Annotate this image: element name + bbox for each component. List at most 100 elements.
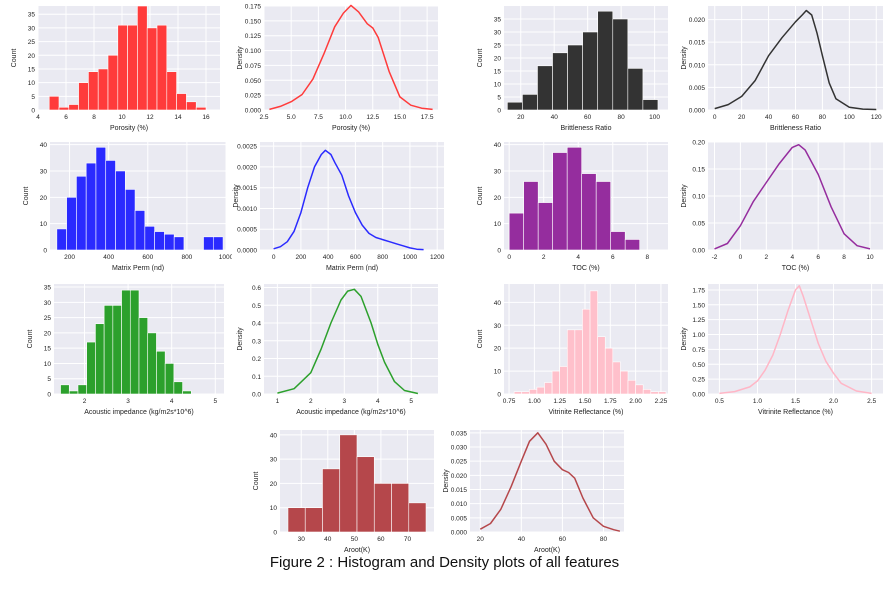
y-tick-label: 35 <box>494 17 502 24</box>
histogram-bar <box>95 146 107 251</box>
y-tick-label: 0.025 <box>451 459 468 466</box>
x-tick-label: 7.5 <box>314 114 323 121</box>
y-tick-label: 0.175 <box>245 4 262 11</box>
y-axis-label: Count <box>477 49 484 68</box>
x-tick-label: 60 <box>792 114 800 121</box>
y-tick-label: 0.05 <box>692 221 705 228</box>
histogram-bar <box>507 101 523 111</box>
x-tick-label: 60 <box>559 536 567 543</box>
x-tick-label: 1.50 <box>579 398 592 405</box>
histogram-bar <box>551 370 560 395</box>
x-tick-label: 14 <box>174 114 182 121</box>
histogram-bar <box>107 54 119 111</box>
x-tick-label: 1 <box>276 398 280 405</box>
y-tick-label: 0.0 <box>252 392 261 399</box>
histogram-bar <box>77 384 87 395</box>
x-tick-label: 0 <box>713 114 717 121</box>
x-tick-label: 80 <box>819 114 827 121</box>
histogram-bar <box>154 231 165 251</box>
histogram-bar <box>508 212 524 251</box>
x-axis-label: Acoustic impedance (kg/m2s*10^6) <box>84 409 194 416</box>
histogram-bar <box>373 483 392 533</box>
x-tick-label: 80 <box>618 114 626 121</box>
x-tick-label: 60 <box>584 114 592 121</box>
histogram-bar <box>173 381 183 395</box>
x-tick-label: 4 <box>170 398 174 405</box>
x-tick-label: 12 <box>146 114 154 121</box>
x-tick-label: 1000 <box>403 254 418 261</box>
x-tick-label: 4 <box>576 254 580 261</box>
y-tick-label: 10 <box>494 82 502 89</box>
y-axis-label: Count <box>477 187 484 206</box>
y-tick-label: 40 <box>40 142 48 149</box>
histogram-bar <box>68 390 79 395</box>
y-tick-label: 25 <box>44 315 52 322</box>
y-axis-label: Density <box>237 46 244 70</box>
y-tick-label: 30 <box>494 30 502 37</box>
x-tick-label: 80 <box>600 536 608 543</box>
histogram-bar <box>610 231 626 251</box>
y-tick-label: 0.035 <box>451 430 468 437</box>
histogram-bar <box>627 68 644 111</box>
histogram-bar <box>582 308 591 395</box>
x-tick-label: 6 <box>64 114 68 121</box>
y-tick-label: 0.075 <box>245 63 262 70</box>
histogram-bar <box>137 5 148 111</box>
histogram-bar <box>589 290 598 395</box>
histogram-bar <box>566 329 576 395</box>
histogram-bar <box>95 323 105 395</box>
y-tick-label: 10 <box>270 505 278 512</box>
histogram-bar <box>624 239 640 251</box>
y-axis-label: Count <box>11 49 18 68</box>
y-tick-label: 30 <box>28 25 36 32</box>
histogram-bar <box>597 336 606 395</box>
y-tick-label: 0.0005 <box>237 227 257 234</box>
histogram-bar <box>339 434 358 533</box>
y-tick-label: 0.0000 <box>237 248 257 255</box>
x-tick-label: 12.5 <box>366 114 379 121</box>
y-tick-label: 40 <box>494 142 502 149</box>
y-tick-label: 0.150 <box>245 18 262 25</box>
y-tick-label: 5 <box>47 376 51 383</box>
y-tick-label: 0.125 <box>245 33 262 40</box>
x-tick-label: 20 <box>517 114 525 121</box>
y-axis-label: Density <box>237 327 244 351</box>
x-tick-label: 1200 <box>430 254 445 261</box>
histogram-bar <box>146 27 158 111</box>
y-tick-label: 20 <box>494 56 502 63</box>
plot-area <box>260 142 444 250</box>
x-axis-label: Vitrinite Reflectance (%) <box>549 409 624 416</box>
x-tick-label: 10 <box>866 254 874 261</box>
x-tick-label: 60 <box>377 536 385 543</box>
histogram-bar <box>134 210 146 251</box>
x-tick-label: 200 <box>295 254 306 261</box>
y-tick-label: 5 <box>31 94 35 101</box>
x-tick-label: 4 <box>790 254 794 261</box>
y-tick-label: 0.020 <box>689 17 706 24</box>
x-tick-label: 20 <box>738 114 746 121</box>
y-tick-label: 20 <box>28 53 36 60</box>
y-tick-label: 10 <box>44 361 52 368</box>
x-tick-label: 5 <box>213 398 217 405</box>
y-tick-label: 0.15 <box>692 167 705 174</box>
x-tick-label: 400 <box>323 254 334 261</box>
x-tick-label: 2 <box>765 254 769 261</box>
y-tick-label: 40 <box>270 432 278 439</box>
histogram-bar <box>627 379 636 395</box>
y-tick-label: 0.010 <box>689 62 706 69</box>
y-tick-label: 35 <box>44 285 52 292</box>
x-tick-label: 2 <box>309 398 313 405</box>
x-tick-label: 800 <box>377 254 388 261</box>
histogram-bar <box>138 317 149 395</box>
brittleness-histogram: 0 5 10 15 20 25 30 35 20 40 60 80 100 Brittleness Rat… <box>477 6 668 132</box>
x-tick-label: 600 <box>142 254 153 261</box>
y-tick-label: 20 <box>494 346 502 353</box>
histogram-bar <box>574 329 583 395</box>
y-tick-label: 0.0025 <box>237 144 257 151</box>
density-line <box>714 143 871 250</box>
y-tick-label: 1.75 <box>692 287 705 294</box>
x-tick-label: 40 <box>518 536 526 543</box>
y-tick-label: 25 <box>28 39 36 46</box>
histogram-bar <box>156 24 168 111</box>
